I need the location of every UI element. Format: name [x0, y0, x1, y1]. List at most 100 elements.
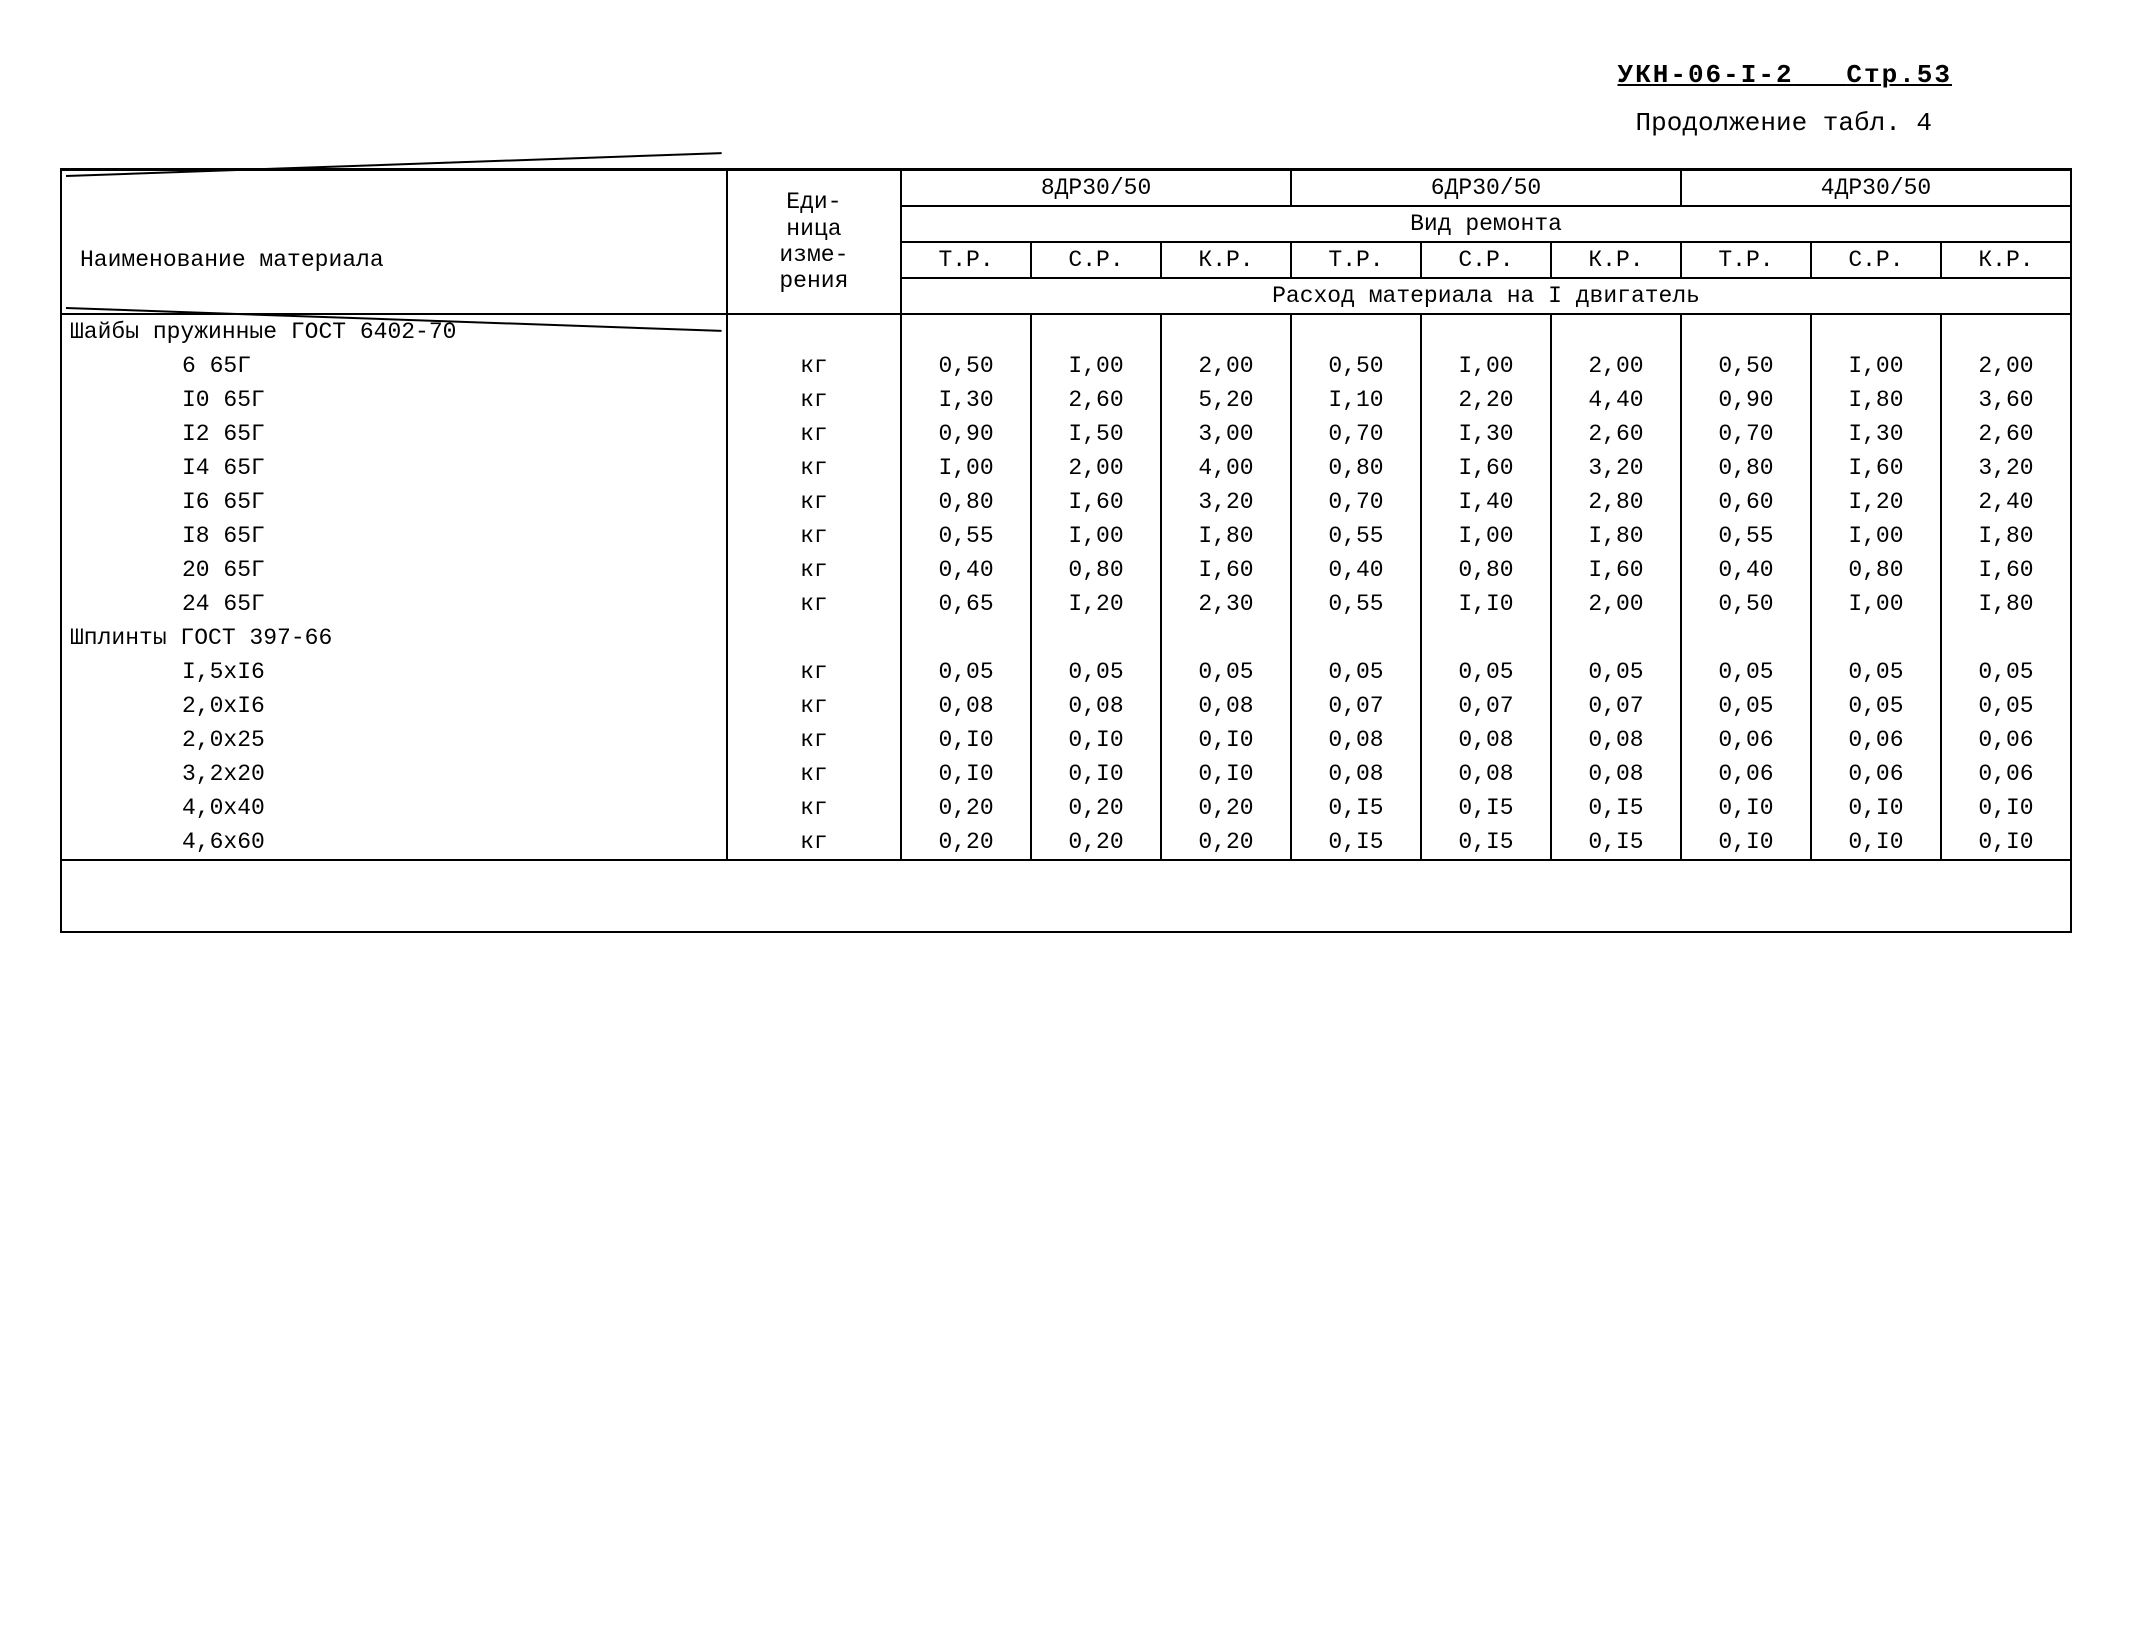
value-cell: 0,40 — [1681, 553, 1811, 587]
value-cell: 0,55 — [1291, 519, 1421, 553]
value-cell: 0,06 — [1681, 757, 1811, 791]
value-cell: 0,I0 — [1161, 723, 1291, 757]
value-cell — [1161, 314, 1291, 349]
value-cell: 0,90 — [901, 417, 1031, 451]
col-header-unit: Еди- ница изме- рения — [727, 170, 901, 315]
table-row: 2,0xI6кг0,080,080,080,070,070,070,050,05… — [61, 689, 2071, 723]
doc-code-text: УКН-06-I-2 — [1618, 60, 1794, 90]
value-cell: 0,I0 — [1681, 825, 1811, 860]
value-cell: I,60 — [1161, 553, 1291, 587]
value-cell: I,60 — [1421, 451, 1551, 485]
value-cell: 0,08 — [1031, 689, 1161, 723]
value-cell: 2,00 — [1551, 349, 1681, 383]
value-cell: 0,55 — [901, 519, 1031, 553]
consumption-header: Расход материала на I двигатель — [901, 278, 2071, 314]
value-cell — [1421, 314, 1551, 349]
value-cell: 2,30 — [1161, 587, 1291, 621]
value-cell: 0,20 — [1161, 825, 1291, 860]
unit-cell: кг — [727, 349, 901, 383]
value-cell: 0,55 — [1681, 519, 1811, 553]
repair-col-1-2: К.Р. — [1551, 242, 1681, 278]
repair-col-2-0: Т.Р. — [1681, 242, 1811, 278]
item-name: I0 65Г — [61, 383, 727, 417]
value-cell: 0,05 — [1811, 655, 1941, 689]
unit-cell: кг — [727, 655, 901, 689]
value-cell: 0,06 — [1681, 723, 1811, 757]
value-cell: 0,06 — [1811, 723, 1941, 757]
value-cell — [1161, 621, 1291, 655]
value-cell: I,00 — [1811, 519, 1941, 553]
item-name: I8 65Г — [61, 519, 727, 553]
table-row: I4 65ГкгI,002,004,000,80I,603,200,80I,60… — [61, 451, 2071, 485]
bottom-empty-band — [60, 861, 2072, 933]
group-header-row: Шплинты ГОСТ 397-66 — [61, 621, 2071, 655]
value-cell: 3,20 — [1551, 451, 1681, 485]
value-cell: 2,00 — [1941, 349, 2071, 383]
value-cell: I,50 — [1031, 417, 1161, 451]
value-cell: 0,50 — [1681, 349, 1811, 383]
value-cell: 0,80 — [1031, 553, 1161, 587]
repair-col-0-0: Т.Р. — [901, 242, 1031, 278]
value-cell: I,80 — [1941, 519, 2071, 553]
value-cell — [1551, 314, 1681, 349]
item-name: 2,0xI6 — [61, 689, 727, 723]
value-cell: 2,00 — [1161, 349, 1291, 383]
value-cell — [1291, 314, 1421, 349]
engine-group-0: 8ДР30/50 — [901, 170, 1291, 207]
unit-cell — [727, 621, 901, 655]
value-cell: 0,60 — [1681, 485, 1811, 519]
value-cell — [1031, 314, 1161, 349]
value-cell: 0,08 — [1551, 757, 1681, 791]
value-cell — [1681, 621, 1811, 655]
value-cell: I,30 — [1421, 417, 1551, 451]
value-cell: 0,05 — [1681, 689, 1811, 723]
item-name: 4,6x60 — [61, 825, 727, 860]
unit-cell: кг — [727, 757, 901, 791]
value-cell — [1421, 621, 1551, 655]
continuation-label: Продолжение табл. 4 — [60, 108, 2072, 138]
value-cell: 3,20 — [1941, 451, 2071, 485]
unit-cell: кг — [727, 825, 901, 860]
value-cell: 0,05 — [1681, 655, 1811, 689]
value-cell — [901, 621, 1031, 655]
value-cell: I,80 — [1941, 587, 2071, 621]
engine-group-2: 4ДР30/50 — [1681, 170, 2071, 207]
value-cell: I,00 — [1031, 349, 1161, 383]
value-cell — [1811, 314, 1941, 349]
value-cell: 2,80 — [1551, 485, 1681, 519]
repair-col-0-1: С.Р. — [1031, 242, 1161, 278]
value-cell: 0,06 — [1941, 723, 2071, 757]
value-cell: 0,05 — [901, 655, 1031, 689]
value-cell: 0,07 — [1291, 689, 1421, 723]
table-row: I8 65Гкг0,55I,00I,800,55I,00I,800,55I,00… — [61, 519, 2071, 553]
value-cell: 0,80 — [1811, 553, 1941, 587]
value-cell: I,00 — [901, 451, 1031, 485]
repair-col-2-2: К.Р. — [1941, 242, 2071, 278]
value-cell: I,60 — [1031, 485, 1161, 519]
table-row: I6 65Гкг0,80I,603,200,70I,402,800,60I,20… — [61, 485, 2071, 519]
table-row: 2,0x25кг0,I00,I00,I00,080,080,080,060,06… — [61, 723, 2071, 757]
unit-cell: кг — [727, 791, 901, 825]
value-cell: 0,07 — [1551, 689, 1681, 723]
unit-cell: кг — [727, 519, 901, 553]
value-cell: 0,05 — [1031, 655, 1161, 689]
value-cell: I,20 — [1811, 485, 1941, 519]
item-name: I6 65Г — [61, 485, 727, 519]
value-cell: 0,I0 — [1941, 825, 2071, 860]
value-cell: 0,06 — [1941, 757, 2071, 791]
value-cell: 0,40 — [901, 553, 1031, 587]
table-row: 4,6x60кг0,200,200,200,I50,I50,I50,I00,I0… — [61, 825, 2071, 860]
value-cell: I,40 — [1421, 485, 1551, 519]
value-cell: 0,05 — [1551, 655, 1681, 689]
col-header-name: Наименование материала — [61, 170, 727, 315]
value-cell: 0,I0 — [901, 757, 1031, 791]
value-cell: 0,05 — [1941, 689, 2071, 723]
value-cell: 0,I5 — [1291, 825, 1421, 860]
value-cell: 0,06 — [1811, 757, 1941, 791]
value-cell: 2,40 — [1941, 485, 2071, 519]
value-cell: 0,20 — [901, 825, 1031, 860]
value-cell: I,00 — [1811, 587, 1941, 621]
value-cell: 3,20 — [1161, 485, 1291, 519]
unit-cell: кг — [727, 587, 901, 621]
table-row: I2 65Гкг0,90I,503,000,70I,302,600,70I,30… — [61, 417, 2071, 451]
